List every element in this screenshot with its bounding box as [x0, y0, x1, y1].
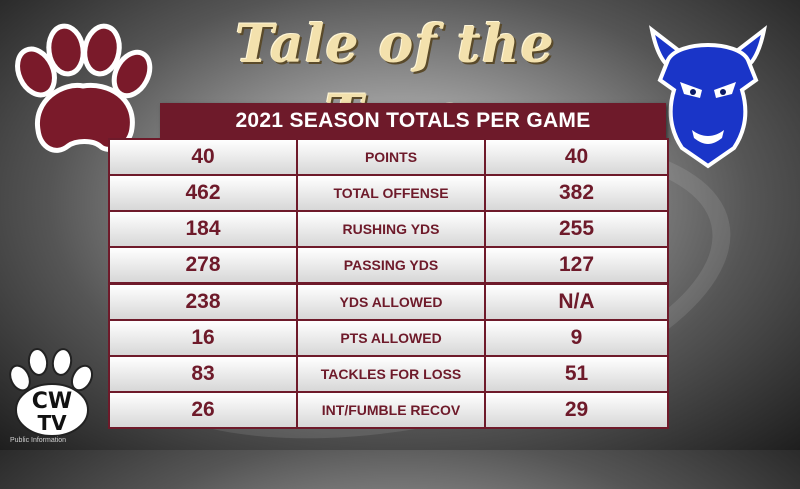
left-value: 83: [110, 357, 298, 391]
footnote: Public Information: [10, 437, 67, 444]
left-value: 462: [110, 176, 298, 210]
right-value: 382: [558, 181, 595, 204]
stat-label: POINTS: [298, 140, 486, 174]
right-value: 51: [564, 362, 589, 385]
stats-table: 40 POINTS 40 462 TOTAL OFFENSE 382 184 R…: [108, 138, 669, 429]
stat-row: 26 INT/FUMBLE RECOV 29: [110, 393, 667, 427]
stat-label: TACKLES FOR LOSS: [298, 357, 486, 391]
right-value: 9: [570, 326, 583, 349]
devil-logo: [648, 25, 768, 169]
right-value: 40: [564, 145, 589, 168]
cwtv-logo: CW TV: [9, 348, 94, 437]
right-value: 127: [558, 253, 595, 276]
stat-label: TOTAL OFFENSE: [298, 176, 486, 210]
left-value: 40: [110, 140, 298, 174]
stat-row: 184 RUSHING YDS 255: [110, 212, 667, 246]
left-value: 26: [110, 393, 298, 427]
left-value: 184: [110, 212, 298, 246]
stat-label: RUSHING YDS: [298, 212, 486, 246]
stat-row: 462 TOTAL OFFENSE 382: [110, 176, 667, 210]
stat-label: YDS ALLOWED: [298, 285, 486, 319]
left-value: 16: [110, 321, 298, 355]
cwtv-logo-cw: CW: [32, 389, 72, 414]
stat-label: INT/FUMBLE RECOV: [298, 393, 486, 427]
stat-row: 40 POINTS 40: [110, 140, 667, 174]
subtitle-text: 2021 SEASON TOTALS PER GAME: [235, 109, 591, 132]
subtitle-banner: 2021 SEASON TOTALS PER GAME: [160, 103, 666, 140]
right-value: 255: [558, 217, 595, 240]
page-title: Tale of the Tape: [235, 14, 555, 145]
stat-row: 278 PASSING YDS 127: [110, 248, 667, 282]
paw-logo: [15, 23, 153, 153]
left-value: 238: [110, 285, 298, 319]
stat-row: 83 TACKLES FOR LOSS 51: [110, 357, 667, 391]
stat-label: PASSING YDS: [298, 248, 486, 282]
stat-row: 16 PTS ALLOWED 9: [110, 321, 667, 355]
right-value: N/A: [558, 290, 595, 313]
left-value: 278: [110, 248, 298, 282]
stat-label: PTS ALLOWED: [298, 321, 486, 355]
right-value: 29: [564, 398, 589, 421]
stat-row: 238 YDS ALLOWED N/A: [110, 285, 667, 319]
cwtv-logo-tv: TV: [37, 411, 67, 435]
